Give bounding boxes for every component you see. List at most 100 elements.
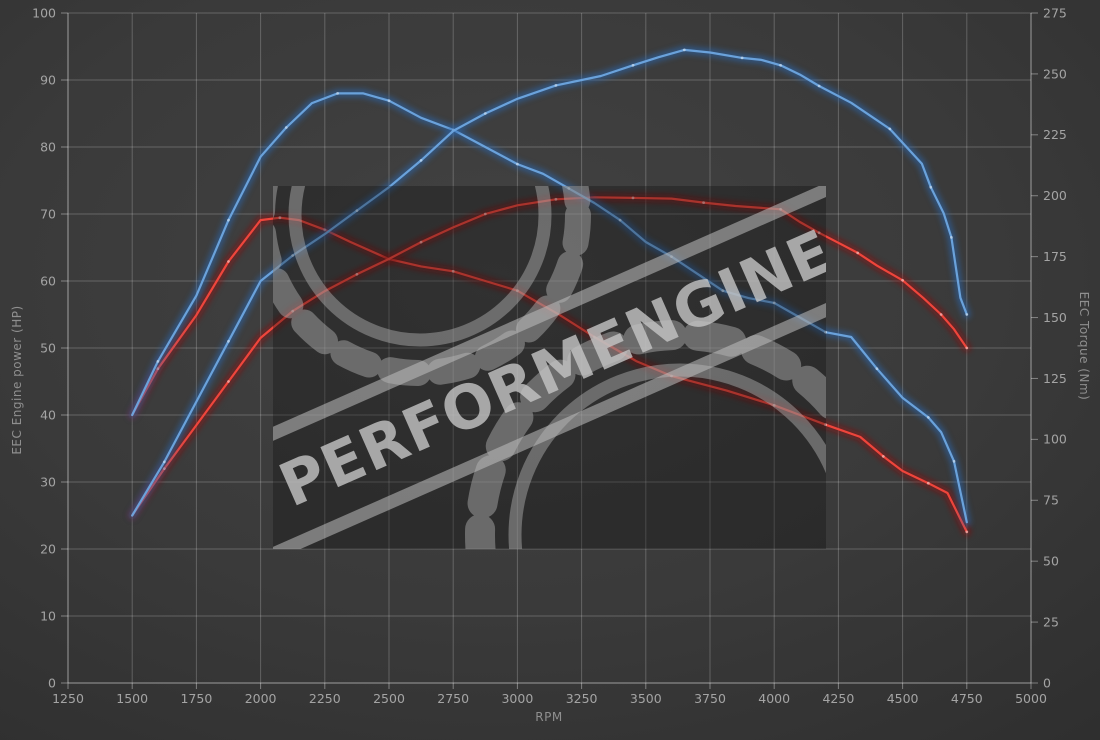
curve-marker <box>965 346 969 350</box>
tick-label-bottom: 4000 <box>758 691 790 706</box>
curve-marker <box>516 289 519 293</box>
watermark-backdrop <box>273 186 826 549</box>
curve-marker <box>387 99 391 103</box>
curve-marker <box>227 260 230 263</box>
curve-marker <box>554 197 558 201</box>
curve-marker <box>227 218 230 222</box>
curve-marker <box>567 187 571 190</box>
curve-marker <box>631 196 635 200</box>
tick-label-right: 275 <box>1043 5 1067 20</box>
tick-label-right: 125 <box>1043 371 1067 386</box>
tick-label-right: 50 <box>1043 554 1059 569</box>
gear-teeth-icon <box>465 320 826 549</box>
curve-marker <box>965 313 969 316</box>
curve-marker <box>779 63 782 67</box>
curve-marker <box>929 185 933 189</box>
watermark: PERFORMENGINE <box>273 186 826 549</box>
tick-label-left: 0 <box>48 675 56 690</box>
curve-marker <box>451 269 455 273</box>
curve-marker <box>162 460 166 464</box>
curve-tuned-power <box>128 45 971 520</box>
curve-marker <box>740 56 744 60</box>
curve-marker <box>926 481 930 485</box>
curve-marker <box>156 360 160 363</box>
tick-label-right: 175 <box>1043 249 1067 264</box>
tick-label-bottom: 2000 <box>245 691 277 706</box>
curve-marker <box>483 212 487 216</box>
curve-marker <box>824 423 827 427</box>
curve-line-tuned-power <box>131 48 968 517</box>
curve-marker <box>772 301 776 305</box>
curve-marker <box>291 309 295 313</box>
tick-label-right: 250 <box>1043 66 1067 81</box>
curve-marker <box>952 459 956 463</box>
curve-marker <box>618 218 622 222</box>
tick-label-right: 225 <box>1043 127 1067 142</box>
tick-label-left: 80 <box>40 139 56 154</box>
curve-marker <box>355 209 359 213</box>
tick-label-bottom: 3000 <box>501 691 533 706</box>
tick-label-left: 100 <box>32 5 56 20</box>
curve-marker <box>817 84 821 88</box>
watermark-band-top <box>273 186 826 462</box>
curve-marker <box>284 126 288 129</box>
curves <box>128 45 971 536</box>
curve-line-stock-torque <box>131 216 968 533</box>
tick-label-right: 150 <box>1043 310 1067 325</box>
tick-labels: 0 10 20 30 40 50 60 70 80 90 100 0 25 50 75 100 125 150 17… <box>32 5 1067 706</box>
curve-marker <box>227 380 230 383</box>
curve-marker <box>278 216 282 220</box>
tick-label-right: 100 <box>1043 432 1067 447</box>
gear-icon <box>288 186 552 347</box>
tick-label-right: 75 <box>1043 493 1059 508</box>
watermark-band-bottom <box>273 276 826 549</box>
curve-marker <box>965 530 969 534</box>
curve-marker <box>901 278 904 282</box>
tick-label-left: 50 <box>40 340 56 355</box>
tick-label-bottom: 4500 <box>887 691 919 706</box>
curve-marker <box>682 48 686 52</box>
tick-label-bottom: 3500 <box>630 691 662 706</box>
y-axis-title-left: EEC Engine power (HP) <box>10 305 24 454</box>
curve-marker <box>824 330 827 334</box>
tick-label-bottom: 4250 <box>822 691 854 706</box>
curve-marker <box>881 455 885 458</box>
curve-line-stock-power <box>131 196 968 517</box>
tick-label-left: 70 <box>40 206 56 221</box>
tick-label-bottom: 2750 <box>437 691 469 706</box>
tick-marks <box>61 12 1038 689</box>
curve-marker <box>631 63 635 67</box>
tick-label-bottom: 1500 <box>116 691 148 706</box>
curve-marker <box>772 403 776 407</box>
curve-marker <box>950 236 953 239</box>
curve-line-tuned-torque <box>131 92 968 524</box>
axis-lines <box>67 13 1032 684</box>
curve-marker <box>483 112 487 115</box>
tick-label-right: 0 <box>1043 675 1051 690</box>
curve-tuned-torque <box>128 89 971 527</box>
tick-label-left: 60 <box>40 273 56 288</box>
tick-label-left: 90 <box>40 72 56 87</box>
curve-marker <box>817 231 821 235</box>
x-axis-title: RPM <box>535 710 562 724</box>
gridlines <box>67 12 1032 684</box>
tick-label-right: 25 <box>1043 614 1059 629</box>
tick-label-bottom: 1250 <box>52 691 84 706</box>
tick-label-bottom: 5000 <box>1015 691 1047 706</box>
curve-marker <box>926 416 930 419</box>
tick-label-bottom: 3750 <box>694 691 726 706</box>
curve-marker <box>702 201 705 205</box>
curve-stock-power <box>128 193 971 520</box>
curve-marker <box>355 272 359 276</box>
curve-marker <box>516 162 519 166</box>
curve-marker <box>721 289 725 293</box>
curve-marker <box>227 339 230 343</box>
curve-marker <box>419 240 423 244</box>
tick-label-right: 200 <box>1043 188 1067 203</box>
tick-label-bottom: 2500 <box>373 691 405 706</box>
tick-label-left: 30 <box>40 474 56 489</box>
curve-marker <box>419 159 423 162</box>
tick-label-left: 40 <box>40 407 56 422</box>
